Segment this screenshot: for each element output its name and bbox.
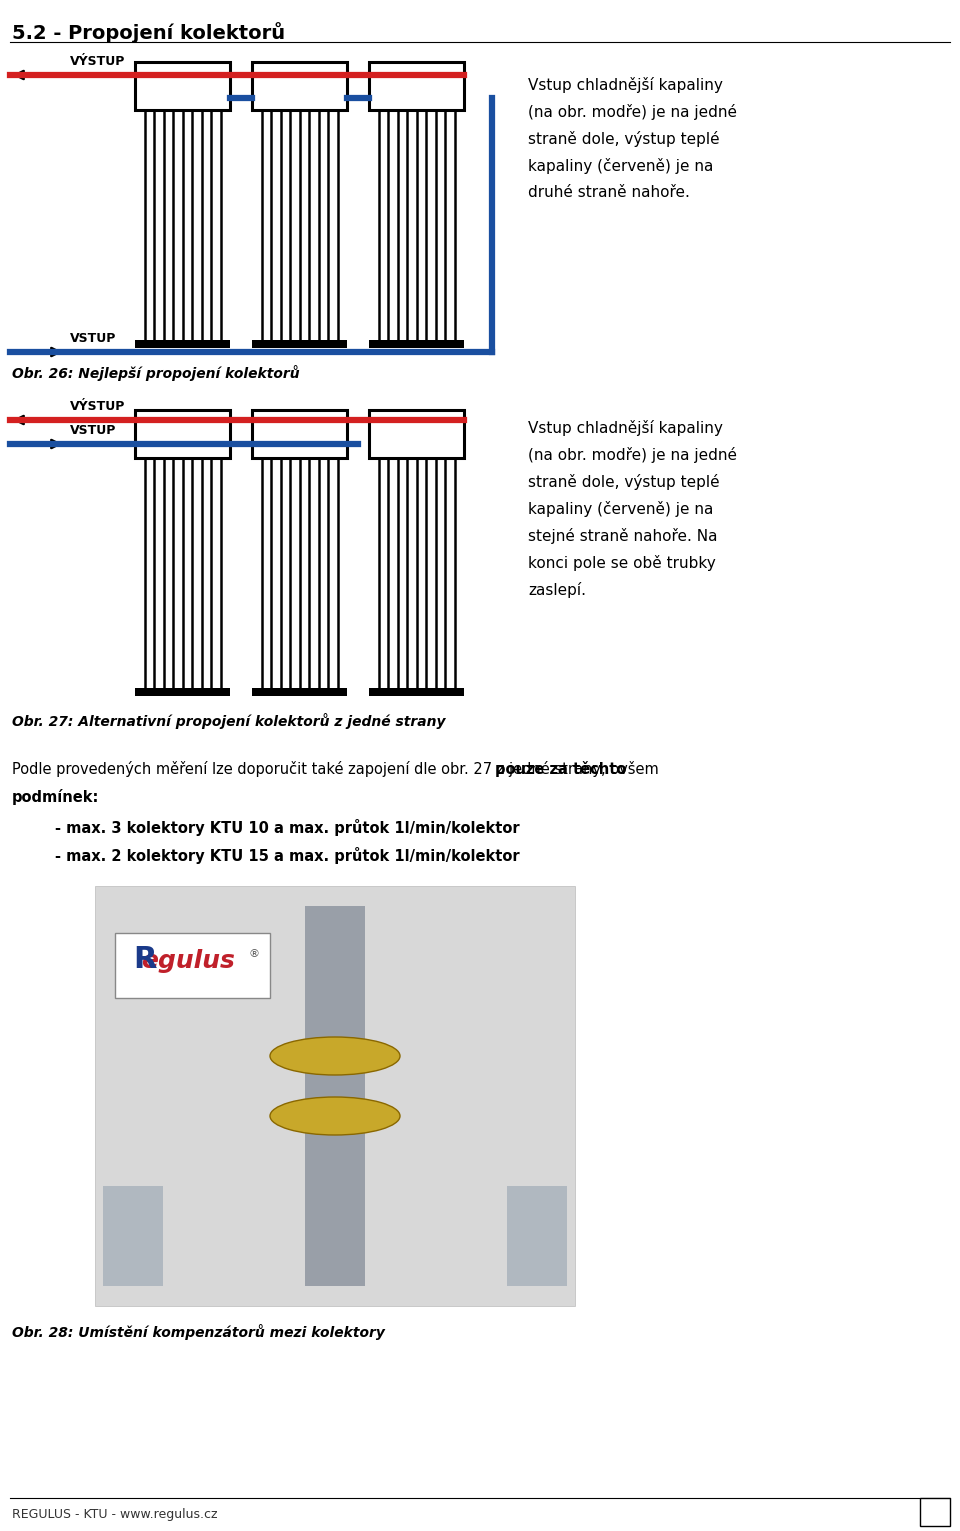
Text: ®: ®	[248, 949, 259, 958]
Text: zaslepí.: zaslepí.	[528, 582, 586, 599]
Text: R: R	[133, 945, 156, 974]
Text: podmínek:: podmínek:	[12, 788, 100, 805]
Bar	[369, 410, 464, 458]
Text: Obr. 27: Alternativní propojení kolektorů z jedné strany: Obr. 27: Alternativní propojení kolektor…	[12, 713, 445, 729]
Text: egulus: egulus	[141, 949, 235, 974]
Bar	[920, 1497, 950, 1526]
Text: (na obr. modře) je na jedné: (na obr. modře) je na jedné	[528, 447, 737, 462]
Bar	[507, 1187, 567, 1286]
Text: VÝSTUP: VÝSTUP	[70, 55, 126, 67]
Text: 19: 19	[925, 1508, 945, 1522]
Text: VSTUP: VSTUP	[70, 424, 116, 436]
Text: - max. 3 kolektory KTU 10 a max. průtok 1l/min/kolektor: - max. 3 kolektory KTU 10 a max. průtok …	[55, 819, 519, 836]
Text: Obr. 26: Nejlepší propojení kolektorů: Obr. 26: Nejlepší propojení kolektorů	[12, 364, 300, 381]
Text: kapaliny (červeně) je na: kapaliny (červeně) je na	[528, 158, 713, 175]
Ellipse shape	[270, 1098, 400, 1134]
Text: 5.2 - Propojení kolektorů: 5.2 - Propojení kolektorů	[12, 21, 285, 43]
Bar	[103, 1187, 163, 1286]
Text: (na obr. modře) je na jedné: (na obr. modře) je na jedné	[528, 104, 737, 119]
Text: kapaliny (červeně) je na: kapaliny (červeně) je na	[528, 501, 713, 517]
Text: stejné straně nahoře. Na: stejné straně nahoře. Na	[528, 528, 717, 544]
Bar	[305, 906, 365, 1286]
Text: 19: 19	[923, 1508, 942, 1522]
Bar	[369, 687, 464, 697]
Text: Obr. 28: Umístění kompenzátorů mezi kolektory: Obr. 28: Umístění kompenzátorů mezi kole…	[12, 1324, 385, 1340]
Text: pouze za těchto: pouze za těchto	[494, 761, 626, 778]
Bar	[252, 61, 347, 110]
Text: Vstup chladnější kapaliny: Vstup chladnější kapaliny	[528, 77, 723, 93]
Bar	[252, 687, 347, 697]
Bar	[95, 886, 575, 1306]
Bar	[369, 61, 464, 110]
Bar	[135, 61, 230, 110]
Text: straně dole, výstup teplé: straně dole, výstup teplé	[528, 132, 720, 147]
Bar	[135, 687, 230, 697]
Bar	[369, 340, 464, 348]
Ellipse shape	[270, 1036, 400, 1075]
Bar	[135, 410, 230, 458]
Text: konci pole se obě trubky: konci pole se obě trubky	[528, 556, 716, 571]
Text: Podle provedených měření lze doporučit také zapojení dle obr. 27 z jedné strany,: Podle provedených měření lze doporučit t…	[12, 761, 663, 778]
Text: straně dole, výstup teplé: straně dole, výstup teplé	[528, 475, 720, 490]
Bar	[252, 410, 347, 458]
Text: VÝSTUP: VÝSTUP	[70, 400, 126, 413]
Text: REGULUS - KTU - www.regulus.cz: REGULUS - KTU - www.regulus.cz	[12, 1508, 218, 1520]
Bar	[252, 340, 347, 348]
Text: VSTUP: VSTUP	[70, 332, 116, 344]
Bar	[135, 340, 230, 348]
Text: - max. 2 kolektory KTU 15 a max. průtok 1l/min/kolektor: - max. 2 kolektory KTU 15 a max. průtok …	[55, 847, 519, 863]
Text: Vstup chladnější kapaliny: Vstup chladnější kapaliny	[528, 419, 723, 436]
Text: druhé straně nahoře.: druhé straně nahoře.	[528, 185, 690, 201]
Bar	[115, 932, 270, 998]
